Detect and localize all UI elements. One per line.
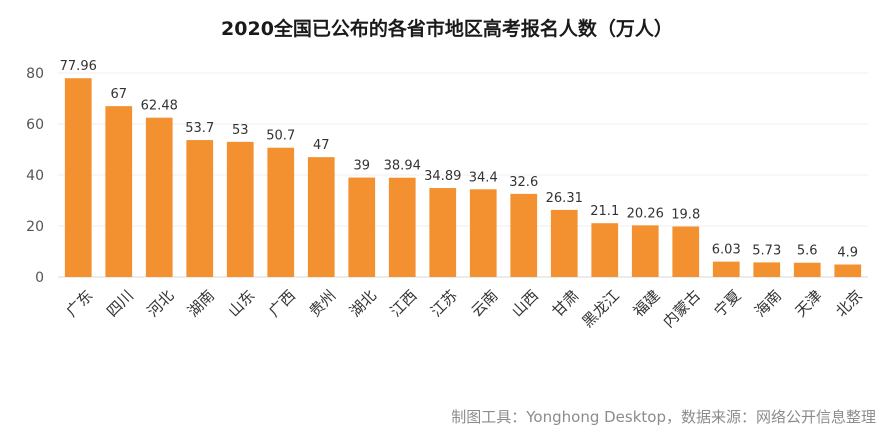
bar [186,140,214,277]
x-tick-label: 湖北 [346,287,380,321]
data-label: 67 [110,87,127,102]
data-label: 53 [232,123,249,138]
x-tick-label: 山西 [508,287,542,321]
y-tick-label: 40 [26,168,44,184]
y-tick-label: 60 [26,117,44,133]
bar [348,177,376,277]
x-tick-label: 广西 [265,287,299,321]
y-tick-label: 80 [26,66,44,82]
bar [64,78,92,278]
x-tick-label: 宁夏 [711,287,745,321]
data-label: 4.9 [837,246,858,261]
data-label: 62.48 [141,99,178,114]
data-label: 20.26 [627,206,664,221]
x-tick-label: 江西 [387,287,421,321]
data-label: 77.96 [60,59,97,74]
bar [226,141,254,277]
bar [307,157,335,277]
y-tick-label: 20 [26,219,44,235]
bar [388,177,416,277]
bar [550,209,578,277]
data-label: 19.8 [671,208,700,223]
bar [753,262,781,277]
x-tick-label: 河北 [144,287,178,321]
grid-lines [58,72,868,278]
x-tick-label: 湖南 [184,287,218,321]
data-label: 34.4 [469,170,498,185]
y-tick-label: 0 [35,270,44,286]
x-tick-label: 福建 [630,287,664,321]
data-label: 5.6 [797,244,818,259]
data-label: 26.31 [546,191,583,206]
x-tick-label: 内蒙古 [659,287,704,332]
data-label: 6.03 [712,243,741,258]
bar [145,117,173,278]
data-label: 34.89 [424,169,461,184]
bar [672,226,700,277]
data-label: 47 [313,138,330,153]
data-label: 39 [353,159,370,174]
data-label: 53.7 [185,121,214,136]
bar [631,225,659,277]
bar [429,188,457,277]
bar [793,262,821,277]
bar [591,223,619,277]
data-label: 5.73 [752,243,781,258]
bar [267,147,295,277]
x-tick-label: 四川 [103,287,137,321]
x-tick-label: 江苏 [427,287,461,321]
x-tick-label: 广东 [63,287,97,321]
x-tick-label: 黑龙江 [578,287,623,332]
data-label: 21.1 [590,204,619,219]
data-label: 32.6 [509,175,538,190]
data-label: 50.7 [266,129,295,144]
bar [712,261,740,277]
x-tick-label: 北京 [832,287,866,321]
x-tick-label: 甘肃 [549,287,583,321]
x-tick-label: 天津 [792,287,826,321]
chart-title: 2020全国已公布的各省市地区高考报名人数（万人） [221,18,673,40]
y-axis: 0 20 40 60 80 [26,66,44,286]
bar [510,193,538,277]
x-tick-label: 云南 [468,287,502,321]
x-tick-label: 山东 [225,287,259,321]
bars [64,78,862,278]
x-tick-label: 贵州 [306,287,340,321]
chart-source: 制图工具：Yonghong Desktop，数据来源：网络公开信息整理 [451,408,876,426]
bar [469,189,497,277]
x-tick-label: 海南 [751,287,785,321]
bar [105,106,133,278]
data-label: 38.94 [384,159,421,174]
bar [834,264,862,277]
